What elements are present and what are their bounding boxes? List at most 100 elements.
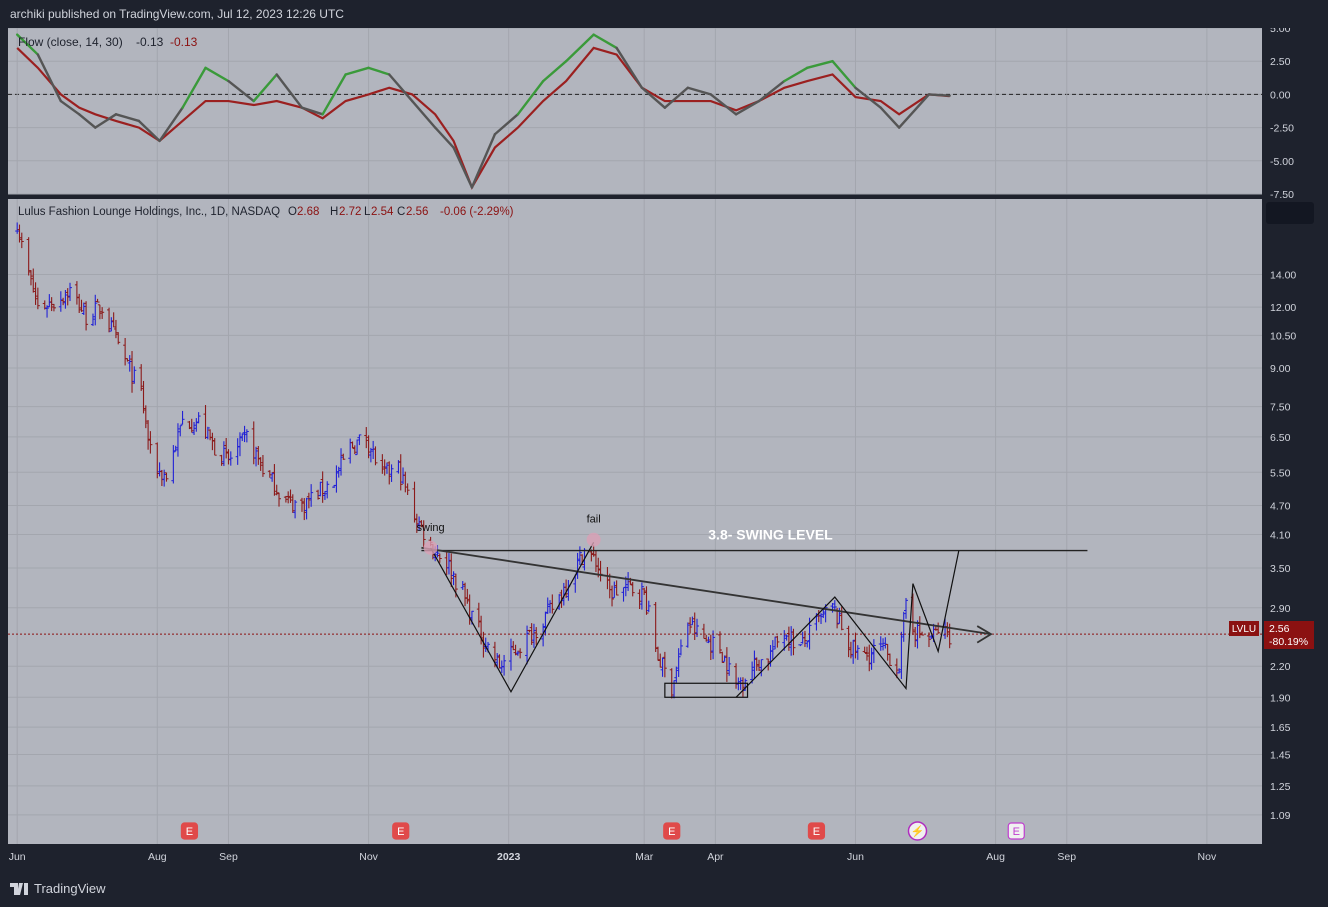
time-axis[interactable]: Jun Aug Sep Nov 2023 Mar Apr Jun Aug Sep Nov	[0, 844, 1328, 871]
ohlc-high: 2.72	[339, 206, 361, 218]
osc-fast-segment	[806, 60, 834, 70]
last-price-change: -80.19%	[1269, 636, 1308, 648]
price-tick-label: 1.45	[1270, 749, 1291, 761]
oscillator-pane[interactable]	[8, 28, 1262, 194]
price-tick-label: 1.25	[1270, 781, 1291, 793]
grid-lines	[8, 28, 1262, 844]
time-tick-label: Nov	[1198, 851, 1217, 863]
osc-fast-segment	[388, 73, 414, 103]
time-tick-label: Jun	[847, 851, 864, 863]
osc-fast-segment	[36, 53, 63, 103]
osc-fast-segment	[411, 99, 437, 129]
osc-tick-label: -2.50	[1270, 123, 1294, 135]
osc-fast-segment	[433, 126, 455, 149]
osc-fast-segment	[452, 146, 474, 189]
earnings-badge-icon	[392, 822, 410, 840]
osc-fast-segment	[493, 113, 520, 136]
osc-fast-segment	[897, 93, 931, 129]
publish-header: archiki published on TradingView.com, Ju…	[0, 0, 1328, 28]
badge-label: E	[813, 826, 820, 838]
osc-fast-segment	[158, 106, 184, 143]
osc-tick-label: 2.50	[1270, 56, 1291, 68]
time-tick-label: Sep	[219, 851, 238, 863]
time-tick-label: Mar	[635, 851, 654, 863]
ohlc-close: 2.56	[406, 206, 428, 218]
osc-fast-segment	[137, 119, 161, 143]
osc-fast-segment	[541, 60, 568, 83]
price-tick-label: 14.00	[1270, 270, 1296, 282]
osc-fast-segment	[734, 99, 761, 116]
trendline-arrowhead	[976, 625, 993, 644]
osc-tick-label: 0.00	[1270, 89, 1291, 101]
badge-label: E	[668, 826, 675, 838]
top-right-panel-button[interactable]	[1266, 202, 1314, 224]
earnings-badge-icon	[663, 822, 681, 840]
earnings-badge-icon	[807, 822, 826, 840]
osc-fast-segment	[321, 73, 347, 116]
oscillator-plot	[15, 33, 951, 190]
event-badges[interactable]: E E E E ⚡ E	[180, 821, 1025, 841]
price-tick-label: 4.70	[1270, 501, 1291, 513]
osc-fast-segment	[275, 73, 304, 109]
price-tick-label: 4.10	[1270, 529, 1291, 541]
time-tick-label: Aug	[148, 851, 167, 863]
swing-marker	[423, 540, 438, 555]
price-tick-label: 12.00	[1270, 302, 1296, 314]
osc-fast-segment	[77, 113, 97, 129]
fail-marker	[586, 532, 601, 547]
price-pane[interactable]	[8, 199, 1262, 844]
dividend-lightning-icon	[907, 821, 928, 841]
price-plot	[8, 222, 1262, 699]
price-tick-label: 1.90	[1270, 692, 1291, 704]
badge-label: E	[397, 826, 404, 838]
swing-label: swing	[417, 522, 445, 534]
osc-fast-segment	[592, 33, 618, 50]
support-box	[664, 682, 749, 698]
zigzag-projection	[735, 550, 960, 698]
badge-label: E	[1013, 826, 1020, 838]
osc-fast-segment	[686, 86, 712, 96]
publisher-text: archiki published on TradingView.com, Ju…	[10, 7, 344, 21]
badge-label: ⚡	[911, 825, 925, 838]
osc-fast-segment	[470, 133, 497, 189]
chart-canvas[interactable]: swing fail 3.8- SWING LEVEL 14.00 12.00 10.5…	[0, 28, 1328, 871]
osc-fast-segment	[114, 113, 141, 123]
footer-bar: TradingView	[0, 871, 1328, 907]
osc-fast-segment	[204, 66, 230, 83]
brand-label: TradingView	[34, 881, 106, 896]
osc-fast-segment	[227, 79, 255, 103]
time-tick-label: Nov	[359, 851, 378, 863]
svg-text:O: O	[288, 206, 297, 218]
time-tick-label: 2023	[497, 851, 521, 863]
price-tick-label: 1.09	[1270, 810, 1291, 822]
fail-label: fail	[587, 514, 601, 526]
price-axis-bg	[1262, 28, 1328, 871]
last-price-value: 2.56	[1269, 623, 1290, 635]
osc-fast-segment	[709, 93, 738, 116]
last-price-marker: LVLU 2.56 -80.19%	[1229, 621, 1314, 649]
svg-text:C: C	[397, 206, 405, 218]
ohlc-change: -0.06 (-2.29%)	[440, 206, 514, 218]
oscillator-legend-value-1: -0.13	[136, 35, 164, 49]
tradingview-icon	[10, 882, 28, 895]
svg-text:H: H	[330, 206, 338, 218]
annotations: swing fail 3.8- SWING LEVEL	[417, 514, 833, 555]
price-tick-label: 2.20	[1270, 661, 1291, 673]
price-tick-label: 2.90	[1270, 603, 1291, 615]
oscillator-legend-value-2: -0.13	[170, 35, 198, 49]
oscillator-axis[interactable]: 5.00 2.50 0.00 -2.50 -5.00 -7.50	[1270, 28, 1294, 201]
last-price-ticker: LVLU	[1232, 624, 1256, 635]
osc-tick-label: -7.50	[1270, 189, 1294, 201]
osc-fast-segment	[615, 46, 644, 89]
osc-fast-segment	[640, 86, 667, 109]
osc-fast-segment	[94, 113, 118, 129]
svg-text:L: L	[364, 206, 371, 218]
price-axis[interactable]: 14.00 12.00 10.50 9.00 7.50 6.50 5.50 4.70 4.10 3…	[1262, 28, 1328, 871]
price-tick-label: 3.50	[1270, 563, 1291, 575]
tradingview-logo[interactable]: TradingView	[10, 881, 106, 896]
osc-fast-segment	[757, 79, 786, 103]
badge-label: E	[186, 826, 193, 838]
ohlc-open: 2.68	[297, 206, 319, 218]
osc-fast-segment	[879, 106, 901, 129]
osc-fast-segment	[927, 93, 951, 97]
